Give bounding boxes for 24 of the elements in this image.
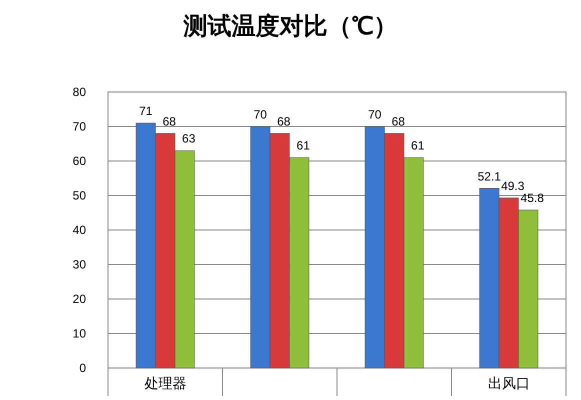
data-label: 71	[139, 104, 153, 118]
y-tick-label: 50	[72, 188, 86, 202]
y-tick-label: 30	[72, 258, 86, 272]
data-label: 52.1	[478, 169, 502, 184]
data-label: 61	[296, 138, 310, 153]
data-label: 49.3	[501, 178, 525, 193]
data-label: 63	[182, 132, 196, 146]
y-tick-label: 70	[72, 120, 86, 134]
y-tick-label: 40	[72, 223, 86, 237]
data-label: 45.8	[520, 190, 544, 205]
data-label: 68	[162, 114, 176, 128]
chart-title: 测试温度对比（℃）	[182, 13, 398, 40]
x-tick-label: 出风口	[488, 375, 530, 391]
y-tick-label: 20	[72, 292, 86, 306]
data-label: 61	[411, 138, 425, 153]
x-tick-label: 处理器	[144, 375, 186, 391]
y-tick-label: 0	[79, 361, 86, 375]
data-label: 70	[368, 108, 382, 122]
y-tick-label: 60	[72, 154, 86, 168]
data-label: 68	[277, 114, 291, 128]
y-tick-label: 80	[72, 85, 86, 99]
y-tick-label: 10	[72, 326, 86, 340]
data-label: 70	[254, 108, 268, 122]
data-label: 68	[392, 114, 406, 128]
